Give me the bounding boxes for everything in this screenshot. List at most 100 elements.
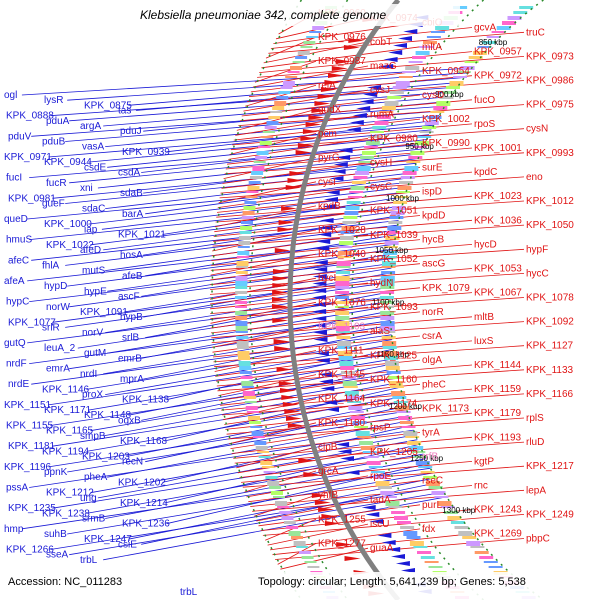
- reverse-gene-arrow: [313, 330, 327, 335]
- feature-block: [474, 551, 489, 554]
- reverse-label-connector: [52, 162, 417, 199]
- feature-block: [249, 421, 262, 424]
- gene-label: gueF: [42, 199, 65, 210]
- feature-block: [338, 246, 353, 248]
- feature-block: [379, 111, 394, 113]
- feature-block: [364, 456, 379, 458]
- gene-label: afeC: [8, 255, 29, 266]
- feature-block: [399, 181, 414, 184]
- feature-block: [287, 71, 300, 73]
- gene-label: KPK_1247: [84, 534, 132, 545]
- forward-gene-arrow: [272, 276, 289, 281]
- dotted-guide-ring: [211, 0, 303, 600]
- gene-label: barA: [122, 209, 143, 220]
- forward-label-connector: [265, 518, 317, 541]
- reverse-gene-arrow: [333, 162, 348, 167]
- feature-block: [392, 396, 407, 399]
- feature-block: [422, 126, 437, 129]
- feature-block: [282, 81, 295, 86]
- gene-label-trbL: trbL: [180, 587, 198, 598]
- feature-block: [380, 311, 395, 315]
- feature-block: [395, 406, 410, 410]
- reverse-label-connector: [69, 491, 444, 556]
- feature-block: [335, 316, 350, 320]
- gene-label: rseC: [422, 476, 443, 487]
- forward-label-connector: [210, 253, 317, 276]
- feature-block: [382, 346, 397, 349]
- feature-block: [360, 446, 375, 450]
- feature-block: [380, 296, 394, 299]
- gene-label: truC: [526, 27, 545, 38]
- forward-label-connector: [248, 480, 421, 503]
- kbp-tick-label: 900 kbp: [435, 90, 464, 99]
- feature-block: [362, 451, 377, 453]
- feature-block: [444, 511, 458, 514]
- feature-block: [306, 36, 319, 38]
- gene-label: kgtP: [474, 456, 494, 467]
- gene-label: hmp: [4, 524, 24, 535]
- feature-block: [382, 496, 397, 498]
- feature-block: [245, 196, 258, 198]
- feature-block: [253, 161, 266, 163]
- feature-block: [242, 391, 255, 396]
- feature-block: [388, 221, 403, 224]
- forward-label-connector: [225, 408, 421, 430]
- feature-block: [387, 226, 402, 230]
- reverse-label-connector: [145, 234, 396, 277]
- feature-block: [251, 171, 264, 175]
- gene-label: mazG: [370, 61, 397, 72]
- feature-block: [348, 406, 363, 410]
- forward-label-connector: [211, 321, 525, 343]
- reverse-gene-arrow: [323, 400, 338, 405]
- reverse-gene-arrow: [313, 267, 328, 272]
- forward-label-connector: [212, 224, 525, 247]
- feature-block: [401, 426, 416, 428]
- forward-label-connector: [217, 369, 525, 392]
- gene-label: lepA: [526, 485, 546, 496]
- gene-label: pduV: [8, 131, 32, 142]
- feature-block: [468, 56, 483, 59]
- feature-block: [347, 401, 362, 403]
- feature-block: [417, 136, 432, 138]
- reverse-gene-arrow: [312, 323, 327, 328]
- feature-block: [397, 186, 412, 190]
- feature-block: [428, 566, 443, 568]
- gene-label: KPK_0939: [122, 147, 170, 158]
- gene-label: cysN: [526, 124, 548, 135]
- feature-block: [400, 526, 415, 529]
- gene-label: fucR: [46, 178, 67, 189]
- gene-label: srmB: [82, 514, 106, 525]
- gene-label: gcvA: [474, 23, 497, 34]
- feature-block: [519, 6, 534, 9]
- gene-label: KPK_1091: [80, 307, 128, 318]
- feature-block: [336, 336, 351, 339]
- gene-label: iap: [84, 224, 98, 235]
- gene-label: cysD: [422, 90, 444, 101]
- gene-label: KPK_1203: [82, 452, 130, 463]
- feature-block: [304, 561, 317, 563]
- gene-label: rluD: [526, 437, 544, 448]
- feature-block: [356, 166, 371, 171]
- feature-block: [458, 531, 473, 536]
- feature-block: [340, 366, 355, 370]
- feature-block: [412, 146, 427, 148]
- feature-block: [259, 141, 272, 145]
- feature-block: [411, 451, 426, 453]
- gene-label: KPK_1076: [318, 297, 366, 308]
- reverse-gene-arrow: [319, 218, 334, 223]
- forward-label-connector: [218, 374, 317, 396]
- gene-label: KPK_1159: [474, 384, 522, 395]
- reverse-gene-arrow: [325, 190, 340, 195]
- gene-label: trbL: [80, 555, 98, 566]
- feature-block: [362, 151, 376, 155]
- forward-gene-arrow: [286, 416, 302, 421]
- forward-label-connector: [224, 403, 369, 425]
- gene-label: KPK_1194: [42, 446, 90, 457]
- forward-label-connector: [213, 219, 473, 242]
- feature-block: [263, 471, 276, 473]
- feature-block: [262, 131, 275, 133]
- reverse-label-connector: [50, 86, 458, 117]
- feature-block: [430, 111, 445, 113]
- gene-label: KPK_0944: [44, 157, 92, 168]
- gene-label: KPK_1196: [4, 462, 52, 473]
